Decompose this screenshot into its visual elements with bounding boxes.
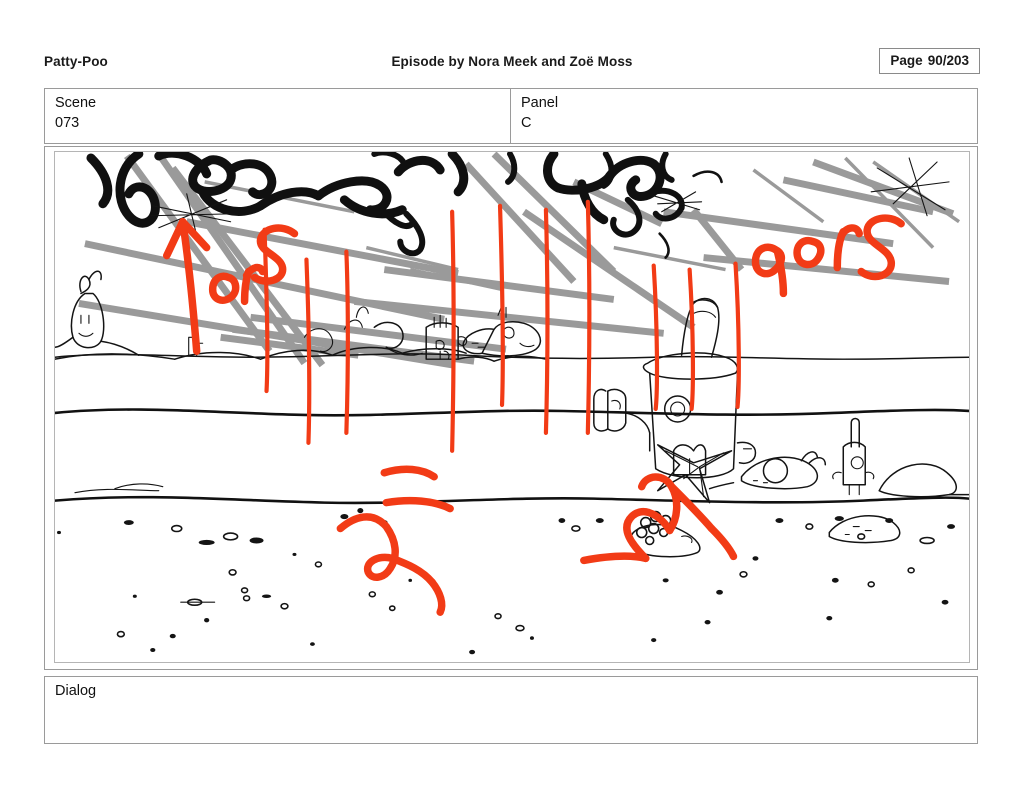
panel-cell[interactable]: Panel C [511,89,977,143]
scene-cell[interactable]: Scene 073 [45,89,511,143]
page-header: Patty-Poo Episode by Nora Meek and Zoë M… [44,48,980,80]
storyboard-artwork: .ink { fill:none; stroke:#141414; stroke… [55,152,969,662]
artwork-panel[interactable]: .ink { fill:none; stroke:#141414; stroke… [44,146,978,670]
show-title: Patty-Poo [44,54,108,69]
page-number-badge: Page 90/203 [879,48,980,74]
panel-value[interactable]: C [521,115,532,131]
page-number: 90/203 [927,53,969,68]
red-arrow-note-left [163,217,299,355]
panel-label: Panel [521,95,559,111]
red-marks-lower [336,465,738,616]
artwork-frame[interactable]: .ink { fill:none; stroke:#141414; stroke… [54,151,970,663]
scene-panel-row: Scene 073 Panel C [44,88,978,144]
scene-label: Scene [55,95,97,111]
ink-sparkle-top [653,157,950,217]
dialog-label: Dialog [55,683,97,699]
black-brush-silhouettes [86,152,723,259]
scene-value[interactable]: 073 [55,115,80,131]
episode-credit: Episode by Nora Meek and Zoë Moss [391,54,633,69]
red-vertical-guides [262,199,741,453]
seafloor-upper-band [55,270,423,360]
page-label: Page [890,53,923,68]
red-note-right [751,214,905,298]
ink-sparkle-left [150,193,236,237]
gray-lattice-right [220,152,961,359]
dialog-box[interactable]: Dialog [44,676,978,744]
snail-and-mounds-right [708,417,969,544]
